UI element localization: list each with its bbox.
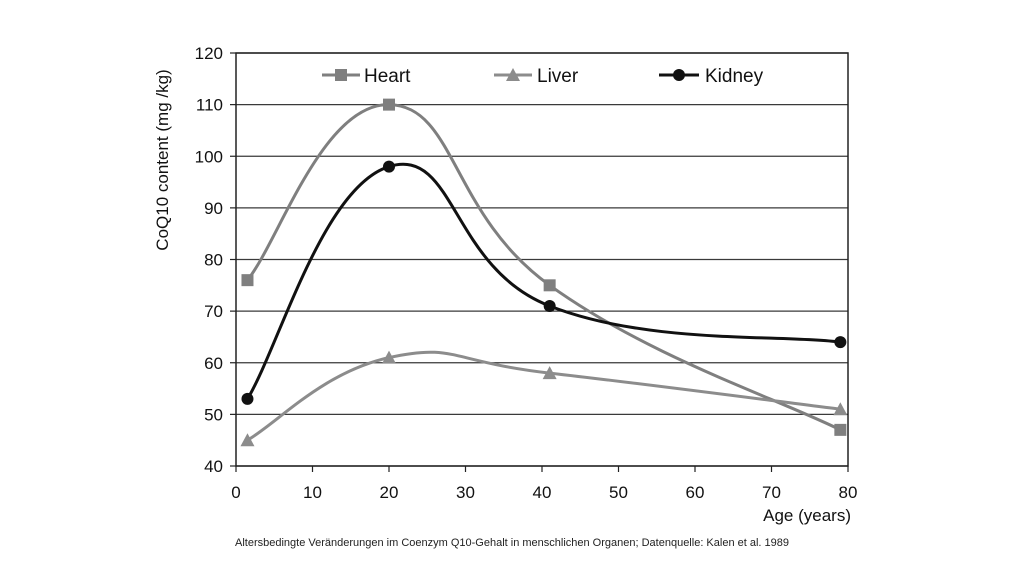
x-axis-ticks: 0 10 20 30 40 50 60 70 80	[231, 466, 857, 502]
x-tick-label: 40	[533, 483, 552, 502]
data-point-liver	[240, 433, 255, 447]
legend-entry-liver: Liver	[494, 66, 579, 87]
series-line-heart	[245, 103, 842, 432]
legend-label-kidney: Kidney	[705, 66, 764, 87]
data-point-liver	[542, 366, 557, 380]
legend: Heart Liver Kidney	[322, 66, 764, 87]
y-tick-label: 110	[196, 96, 223, 115]
y-axis-label: CoQ10 content (mg /kg)	[153, 69, 172, 250]
y-tick-label: 100	[195, 147, 223, 166]
legend-marker-kidney	[673, 69, 685, 81]
data-point-kidney	[241, 392, 254, 405]
x-tick-label: 10	[303, 483, 322, 502]
legend-entry-kidney: Kidney	[659, 66, 764, 87]
x-tick-label: 30	[456, 483, 475, 502]
x-tick-label: 20	[380, 483, 399, 502]
caption: Altersbedingte Veränderungen im Coenzym …	[234, 537, 789, 549]
legend-marker-liver	[506, 68, 520, 81]
series-liver	[240, 350, 848, 447]
x-tick-label: 0	[231, 483, 240, 502]
data-point-kidney	[543, 299, 556, 312]
y-tick-label: 80	[204, 251, 223, 270]
y-tick-label: 90	[204, 199, 223, 218]
data-point-liver	[833, 402, 848, 416]
data-point-heart	[383, 98, 395, 111]
legend-marker-heart	[335, 69, 347, 81]
x-tick-label: 80	[839, 483, 858, 502]
series-kidney	[241, 160, 847, 405]
series-line-kidney	[245, 162, 842, 401]
y-tick-label: 120	[195, 44, 223, 63]
data-point-heart	[543, 279, 556, 292]
x-tick-label: 70	[762, 483, 781, 502]
data-point-heart	[834, 423, 847, 436]
series-group	[240, 98, 848, 447]
x-tick-label: 50	[609, 483, 628, 502]
x-axis-label: Age (years)	[763, 506, 851, 525]
legend-label-liver: Liver	[537, 66, 579, 87]
y-tick-label: 60	[204, 354, 223, 373]
data-point-kidney	[834, 336, 847, 349]
y-tick-label: 40	[204, 457, 223, 476]
series-heart	[241, 98, 847, 436]
data-point-heart	[241, 274, 254, 287]
series-line-liver	[245, 350, 842, 442]
data-point-kidney	[383, 160, 395, 173]
x-tick-label: 60	[686, 483, 705, 502]
gridlines	[236, 52, 848, 467]
y-axis-ticks: 40 50 60 70 80 90 100 110 120	[195, 44, 236, 476]
legend-entry-heart: Heart	[322, 66, 411, 87]
y-tick-label: 70	[204, 302, 223, 321]
legend-label-heart: Heart	[364, 66, 411, 87]
data-point-liver	[382, 350, 396, 364]
y-tick-label: 50	[204, 405, 223, 424]
